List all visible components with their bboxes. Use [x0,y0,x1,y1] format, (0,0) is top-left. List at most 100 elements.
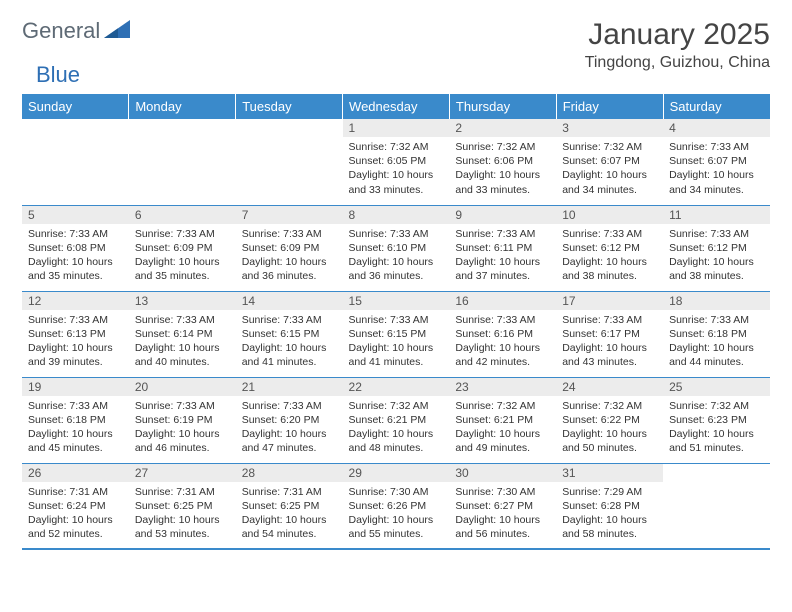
calendar-week-row: 1Sunrise: 7:32 AMSunset: 6:05 PMDaylight… [22,119,770,205]
sunrise-text: Sunrise: 7:31 AM [135,485,230,499]
daylight-text: Daylight: 10 hours and 36 minutes. [242,255,337,283]
sunrise-text: Sunrise: 7:33 AM [562,227,657,241]
sunrise-text: Sunrise: 7:33 AM [669,313,764,327]
calendar-cell: 9Sunrise: 7:33 AMSunset: 6:11 PMDaylight… [449,205,556,291]
day-info: Sunrise: 7:32 AMSunset: 6:21 PMDaylight:… [343,396,450,460]
sunset-text: Sunset: 6:10 PM [349,241,444,255]
sunrise-text: Sunrise: 7:33 AM [28,399,123,413]
calendar-cell: 29Sunrise: 7:30 AMSunset: 6:26 PMDayligh… [343,463,450,549]
calendar-week-row: 5Sunrise: 7:33 AMSunset: 6:08 PMDaylight… [22,205,770,291]
sunrise-text: Sunrise: 7:32 AM [455,140,550,154]
sunset-text: Sunset: 6:19 PM [135,413,230,427]
calendar-header-row: Sunday Monday Tuesday Wednesday Thursday… [22,94,770,119]
day-number: 27 [129,464,236,482]
daylight-text: Daylight: 10 hours and 55 minutes. [349,513,444,541]
day-info: Sunrise: 7:33 AMSunset: 6:10 PMDaylight:… [343,224,450,288]
calendar-cell: 21Sunrise: 7:33 AMSunset: 6:20 PMDayligh… [236,377,343,463]
sunset-text: Sunset: 6:09 PM [242,241,337,255]
daylight-text: Daylight: 10 hours and 45 minutes. [28,427,123,455]
sunset-text: Sunset: 6:12 PM [562,241,657,255]
calendar-cell: 6Sunrise: 7:33 AMSunset: 6:09 PMDaylight… [129,205,236,291]
daylight-text: Daylight: 10 hours and 49 minutes. [455,427,550,455]
day-number: 20 [129,378,236,396]
day-number: 22 [343,378,450,396]
calendar-week-row: 19Sunrise: 7:33 AMSunset: 6:18 PMDayligh… [22,377,770,463]
day-number: 26 [22,464,129,482]
calendar-cell: 27Sunrise: 7:31 AMSunset: 6:25 PMDayligh… [129,463,236,549]
sunset-text: Sunset: 6:26 PM [349,499,444,513]
day-number: 24 [556,378,663,396]
day-info: Sunrise: 7:33 AMSunset: 6:16 PMDaylight:… [449,310,556,374]
calendar-body: 1Sunrise: 7:32 AMSunset: 6:05 PMDaylight… [22,119,770,549]
sunrise-text: Sunrise: 7:33 AM [135,313,230,327]
calendar-cell [663,463,770,549]
sunset-text: Sunset: 6:15 PM [349,327,444,341]
day-header: Sunday [22,94,129,119]
sunrise-text: Sunrise: 7:29 AM [562,485,657,499]
daylight-text: Daylight: 10 hours and 44 minutes. [669,341,764,369]
day-info: Sunrise: 7:33 AMSunset: 6:18 PMDaylight:… [22,396,129,460]
month-title: January 2025 [585,18,770,52]
daylight-text: Daylight: 10 hours and 34 minutes. [669,168,764,196]
sunrise-text: Sunrise: 7:33 AM [455,227,550,241]
day-info: Sunrise: 7:33 AMSunset: 6:14 PMDaylight:… [129,310,236,374]
sunset-text: Sunset: 6:06 PM [455,154,550,168]
calendar-cell: 13Sunrise: 7:33 AMSunset: 6:14 PMDayligh… [129,291,236,377]
daylight-text: Daylight: 10 hours and 54 minutes. [242,513,337,541]
day-header: Friday [556,94,663,119]
sunrise-text: Sunrise: 7:33 AM [135,399,230,413]
day-info: Sunrise: 7:33 AMSunset: 6:20 PMDaylight:… [236,396,343,460]
sunset-text: Sunset: 6:25 PM [135,499,230,513]
calendar-cell: 12Sunrise: 7:33 AMSunset: 6:13 PMDayligh… [22,291,129,377]
brand-part1: General [22,18,100,44]
daylight-text: Daylight: 10 hours and 43 minutes. [562,341,657,369]
calendar-cell: 2Sunrise: 7:32 AMSunset: 6:06 PMDaylight… [449,119,556,205]
brand-logo: General [22,18,130,44]
calendar-cell: 7Sunrise: 7:33 AMSunset: 6:09 PMDaylight… [236,205,343,291]
sunset-text: Sunset: 6:05 PM [349,154,444,168]
day-header: Wednesday [343,94,450,119]
sunset-text: Sunset: 6:17 PM [562,327,657,341]
sunset-text: Sunset: 6:15 PM [242,327,337,341]
calendar-cell: 26Sunrise: 7:31 AMSunset: 6:24 PMDayligh… [22,463,129,549]
day-info: Sunrise: 7:32 AMSunset: 6:06 PMDaylight:… [449,137,556,201]
daylight-text: Daylight: 10 hours and 38 minutes. [562,255,657,283]
day-info: Sunrise: 7:33 AMSunset: 6:12 PMDaylight:… [663,224,770,288]
calendar-cell: 14Sunrise: 7:33 AMSunset: 6:15 PMDayligh… [236,291,343,377]
sunrise-text: Sunrise: 7:32 AM [562,399,657,413]
sunrise-text: Sunrise: 7:33 AM [562,313,657,327]
day-number: 21 [236,378,343,396]
day-info: Sunrise: 7:33 AMSunset: 6:15 PMDaylight:… [236,310,343,374]
sunrise-text: Sunrise: 7:31 AM [28,485,123,499]
sunrise-text: Sunrise: 7:33 AM [455,313,550,327]
daylight-text: Daylight: 10 hours and 41 minutes. [242,341,337,369]
calendar-cell: 31Sunrise: 7:29 AMSunset: 6:28 PMDayligh… [556,463,663,549]
daylight-text: Daylight: 10 hours and 50 minutes. [562,427,657,455]
sunset-text: Sunset: 6:24 PM [28,499,123,513]
day-number: 4 [663,119,770,137]
sunset-text: Sunset: 6:25 PM [242,499,337,513]
sunset-text: Sunset: 6:07 PM [562,154,657,168]
day-info: Sunrise: 7:31 AMSunset: 6:24 PMDaylight:… [22,482,129,546]
sunset-text: Sunset: 6:16 PM [455,327,550,341]
day-header: Tuesday [236,94,343,119]
daylight-text: Daylight: 10 hours and 52 minutes. [28,513,123,541]
sunrise-text: Sunrise: 7:33 AM [349,313,444,327]
sunset-text: Sunset: 6:27 PM [455,499,550,513]
calendar-cell: 23Sunrise: 7:32 AMSunset: 6:21 PMDayligh… [449,377,556,463]
daylight-text: Daylight: 10 hours and 40 minutes. [135,341,230,369]
sunset-text: Sunset: 6:12 PM [669,241,764,255]
daylight-text: Daylight: 10 hours and 51 minutes. [669,427,764,455]
sunset-text: Sunset: 6:18 PM [28,413,123,427]
day-info: Sunrise: 7:33 AMSunset: 6:19 PMDaylight:… [129,396,236,460]
calendar-cell: 24Sunrise: 7:32 AMSunset: 6:22 PMDayligh… [556,377,663,463]
day-number: 16 [449,292,556,310]
sunrise-text: Sunrise: 7:32 AM [455,399,550,413]
sunrise-text: Sunrise: 7:33 AM [242,313,337,327]
daylight-text: Daylight: 10 hours and 37 minutes. [455,255,550,283]
day-info: Sunrise: 7:33 AMSunset: 6:08 PMDaylight:… [22,224,129,288]
day-number: 23 [449,378,556,396]
sunset-text: Sunset: 6:28 PM [562,499,657,513]
day-number: 10 [556,206,663,224]
brand-part2: Blue [36,62,80,88]
